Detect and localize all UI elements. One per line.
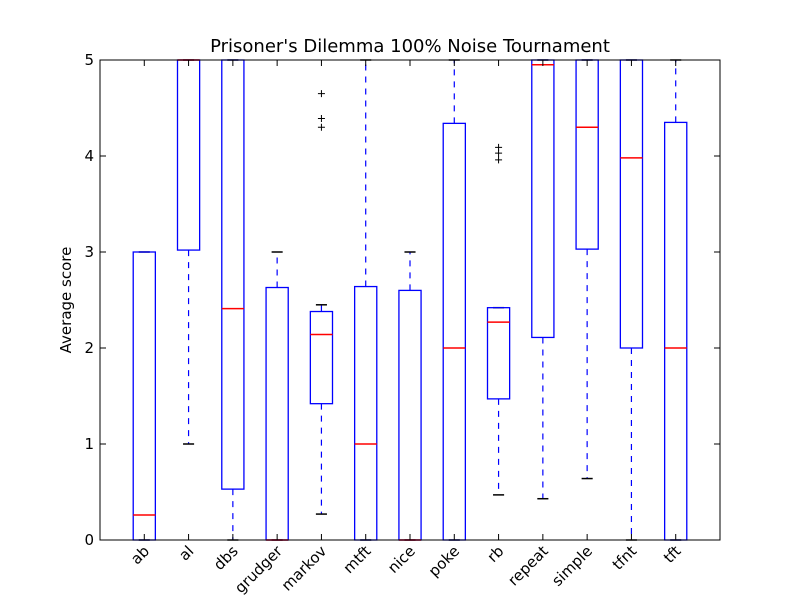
iqr-box-al [176,59,201,251]
y-tick-label-1: 1 [84,435,94,453]
x-tick-label-tfnt: tfnt [609,542,641,574]
box-grudger [265,251,289,541]
y-tick-label-4: 4 [84,147,94,165]
box-nice [398,251,422,541]
x-tick-label-repeat: repeat [504,542,551,589]
iqr-box-tfnt [619,59,644,349]
box-dbs [221,59,245,541]
iqr-box-dbs [221,59,245,490]
outlier-rb-1 [495,156,503,164]
y-tick-label-0: 0 [84,531,94,549]
x-tick-label-mtft: mtft [340,542,375,577]
iqr-box-mtft [353,285,378,541]
y-tick-label-3: 3 [84,243,94,261]
outlier-rb-3 [495,143,503,151]
x-tick-label-rb: rb [484,542,508,566]
box-repeat [531,59,555,500]
y-tick-label-2: 2 [84,339,94,357]
x-tick-label-poke: poke [425,542,463,580]
iqr-box-ab [132,251,157,541]
iqr-box-simple [575,59,599,250]
box-poke [442,59,467,541]
iqr-box-repeat [531,59,555,339]
iqr-box-nice [398,289,422,541]
iqr-box-tft [663,121,688,541]
outlier-markov-2 [317,115,325,123]
box-al [176,59,201,445]
box-rb [486,143,511,496]
box-tft [663,59,688,541]
plot-area [132,59,688,541]
x-tick-label-simple: simple [548,542,596,590]
iqr-box-grudger [265,286,289,541]
box-mtft [353,59,378,541]
x-tick-label-al: al [175,542,197,564]
x-tick-label-dbs: dbs [210,542,242,574]
outlier-markov-1 [317,123,325,131]
iqr-box-rb [486,307,511,400]
x-tick-label-grudger: grudger [231,542,286,597]
box-simple [575,59,599,480]
x-tick-label-markov: markov [278,542,331,595]
iqr-box-poke [442,122,467,541]
chart-title: Prisoner's Dilemma 100% Noise Tournament [210,36,610,57]
box-markov [309,90,334,515]
outlier-markov-3 [317,90,325,98]
box-ab [132,251,157,541]
x-tick-label-ab: ab [127,542,153,568]
y-axis-label: Average score [57,247,75,354]
box-tfnt [619,59,644,541]
x-tick-label-nice: nice [384,542,419,577]
axes-frame [99,59,721,541]
y-tick-label-5: 5 [84,51,94,69]
x-tick-label-tft: tft [660,542,685,567]
iqr-box-markov [309,310,334,405]
